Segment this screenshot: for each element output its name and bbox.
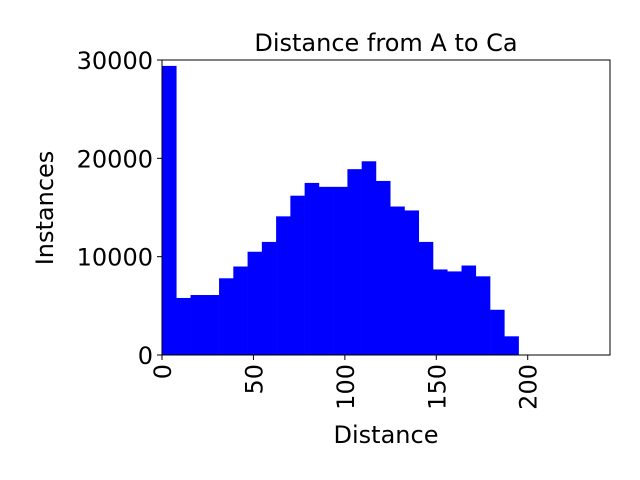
- histogram-bar: [404, 210, 419, 355]
- histogram-bar: [504, 336, 519, 355]
- histogram-bar: [362, 161, 377, 355]
- histogram-bar: [219, 278, 234, 355]
- histogram-bar: [433, 269, 448, 355]
- histogram-bar: [490, 310, 505, 355]
- histogram-bar: [305, 183, 320, 355]
- histogram-bar: [476, 276, 491, 355]
- histogram-bar: [347, 169, 362, 355]
- y-axis-label: Instances: [31, 151, 59, 266]
- x-tick-label: 150: [423, 364, 451, 410]
- histogram-bar: [248, 252, 263, 355]
- histogram-bar: [276, 216, 291, 355]
- histogram-bar: [176, 298, 191, 355]
- histogram-bar: [290, 196, 305, 355]
- histogram-bar: [262, 242, 277, 355]
- y-tick-label: 20000: [77, 145, 153, 173]
- y-tick-label: 30000: [77, 47, 153, 75]
- histogram-bar: [162, 66, 177, 355]
- histogram-bar: [447, 271, 462, 355]
- histogram-bar: [462, 266, 477, 355]
- histogram-bar: [233, 267, 248, 356]
- histogram-bar: [376, 181, 391, 355]
- x-tick-label: 200: [515, 364, 543, 410]
- histogram-bar: [191, 295, 206, 355]
- x-tick-label: 50: [240, 364, 268, 395]
- chart-title: Distance from A to Ca: [254, 29, 517, 57]
- y-tick-label: 10000: [77, 244, 153, 272]
- histogram-bar: [319, 187, 334, 355]
- x-axis-label: Distance: [334, 421, 439, 449]
- bars-group: [162, 66, 519, 355]
- x-tick-label: 0: [149, 364, 177, 379]
- histogram-bar: [419, 242, 434, 355]
- histogram-bar: [390, 207, 405, 355]
- histogram-bar: [205, 295, 220, 355]
- histogram-bar: [333, 187, 348, 355]
- x-tick-label: 100: [332, 364, 360, 410]
